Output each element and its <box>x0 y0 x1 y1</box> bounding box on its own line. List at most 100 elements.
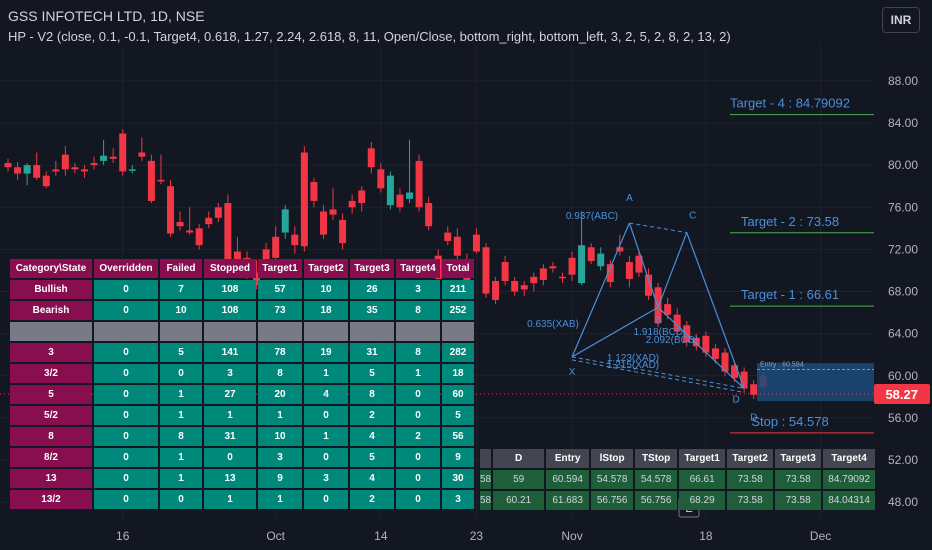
table-cell: 2 <box>350 490 394 509</box>
candle-body <box>377 169 385 189</box>
candle-body <box>731 365 739 378</box>
table-cell: 9 <box>258 469 302 488</box>
candle-body <box>157 179 165 182</box>
table-cell: 13/2 <box>10 490 92 509</box>
table-header <box>480 449 492 468</box>
table-cell: 73 <box>258 301 302 320</box>
candle-body <box>587 247 595 261</box>
pattern-ratio-line <box>571 359 745 393</box>
pattern-leg <box>571 306 659 358</box>
pattern-ratio-line <box>571 356 745 389</box>
pattern-leg <box>657 232 688 308</box>
candle-body <box>711 348 719 359</box>
table-header: D <box>493 449 545 468</box>
y-tick-label: 72.00 <box>888 242 918 256</box>
candle-body <box>606 264 614 283</box>
table-cell: 8 <box>350 385 394 404</box>
table-header: Target2 <box>727 449 774 468</box>
table-cell: 0 <box>304 406 348 425</box>
candle-body <box>692 337 700 347</box>
table-cell: Bullish <box>10 280 92 299</box>
table-cell: 73.58 <box>727 470 774 489</box>
table-row: 58 60.21 61.683 56.756 56.756 68.29 73.58 73.58… <box>480 491 876 510</box>
candle-body <box>511 281 519 292</box>
table-row <box>10 322 474 341</box>
table-cell: 1 <box>204 490 256 509</box>
table-cell: 19 <box>304 343 348 362</box>
x-tick-label: 16 <box>116 529 130 543</box>
table-cell <box>204 322 256 341</box>
table-cell: 3 <box>10 343 92 362</box>
candle-body <box>367 148 375 168</box>
table-cell: 56.756 <box>635 491 678 510</box>
table-cell: 84.04314 <box>823 491 876 510</box>
table-cell: 60.21 <box>493 491 545 510</box>
table-row: 13 0 1 13 9 3 4 0 30 <box>10 469 474 488</box>
table-cell: 2 <box>350 406 394 425</box>
table-cell: 73.58 <box>775 470 822 489</box>
table-cell: 0 <box>396 469 440 488</box>
table-header: Overridden <box>94 259 158 278</box>
table-cell <box>396 322 440 341</box>
table-cell: 78 <box>258 343 302 362</box>
table-header: Failed <box>160 259 202 278</box>
table-cell: 61.683 <box>546 491 590 510</box>
table-cell: 9 <box>442 448 474 467</box>
y-tick-label: 68.00 <box>888 285 918 299</box>
table-cell: 5 <box>442 406 474 425</box>
table-header: Total <box>442 259 474 278</box>
table-header: Target3 <box>350 259 394 278</box>
candle-body <box>568 257 576 275</box>
x-tick-label: 23 <box>470 529 484 543</box>
candle-body <box>616 247 624 252</box>
table-cell: 7 <box>160 280 202 299</box>
table-cell: 31 <box>350 343 394 362</box>
level-label: Target - 4 : 84.79092 <box>730 96 850 111</box>
candle-body <box>281 209 289 233</box>
table-cell: 0 <box>94 427 158 446</box>
pattern-leg <box>628 222 659 308</box>
candle-body <box>740 371 748 389</box>
table-cell: 27 <box>204 385 256 404</box>
table-cell: 18 <box>304 301 348 320</box>
currency-button[interactable]: INR <box>882 7 920 33</box>
table-cell: 0 <box>160 364 202 383</box>
table-row: 13/2 0 0 1 1 0 2 0 3 <box>10 490 474 509</box>
pattern-point-label: D <box>750 412 757 423</box>
candle-body <box>233 251 241 265</box>
candle-body <box>520 285 528 290</box>
table-cell: 4 <box>350 469 394 488</box>
table-cell: 1 <box>304 364 348 383</box>
last-price-tag <box>874 384 930 405</box>
table-cell: 5 <box>160 343 202 362</box>
table-header: Target3 <box>775 449 822 468</box>
candle-body <box>721 352 729 372</box>
y-tick-label: 48.00 <box>888 495 918 509</box>
x-tick-label: Oct <box>266 529 285 543</box>
table-header: Target4 <box>396 259 440 278</box>
candle-body <box>444 232 452 241</box>
table-cell: 0 <box>94 490 158 509</box>
table-cell: 3 <box>396 280 440 299</box>
table-cell: 1 <box>258 406 302 425</box>
pattern-point-label: A <box>626 193 633 204</box>
table-cell <box>10 322 92 341</box>
table-cell: 108 <box>204 280 256 299</box>
table-cell: 141 <box>204 343 256 362</box>
table-cell: 20 <box>258 385 302 404</box>
table-header: Target1 <box>258 259 302 278</box>
y-tick-label: 52.00 <box>888 453 918 467</box>
y-tick-label: 76.00 <box>888 200 918 214</box>
candle-body <box>425 203 433 227</box>
table-cell: 8 <box>258 364 302 383</box>
pattern-point-label: C <box>689 211 696 222</box>
table-row: 5 0 1 27 20 4 8 0 60 <box>10 385 474 404</box>
y-tick-label: 64.00 <box>888 327 918 341</box>
table-cell: 31 <box>204 427 256 446</box>
table-cell: 30 <box>442 469 474 488</box>
table-cell: 252 <box>442 301 474 320</box>
table-cell: 0 <box>94 406 158 425</box>
candle-body <box>339 219 347 244</box>
candle-body <box>358 190 366 204</box>
table-cell: 35 <box>350 301 394 320</box>
